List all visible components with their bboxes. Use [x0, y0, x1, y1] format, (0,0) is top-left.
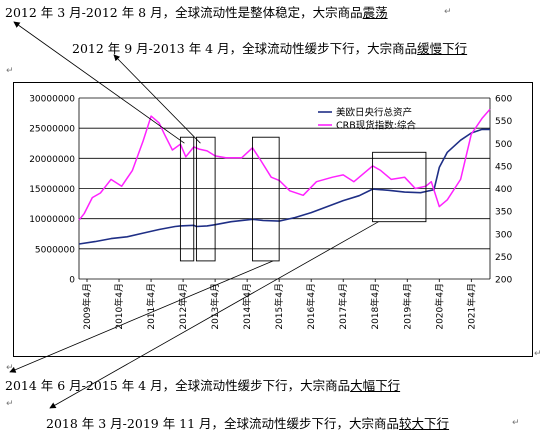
y-left-tick-label: 0: [69, 276, 75, 286]
y-right-tick-label: 350: [495, 208, 512, 218]
paragraph-mark: ↵: [444, 7, 452, 17]
annotation-3-emphasis: 大幅下行: [350, 378, 401, 393]
annotation-arrow: [49, 221, 379, 409]
x-tick-label: 2018年4月: [369, 283, 381, 330]
y-right-tick-label: 250: [495, 253, 512, 263]
highlight-box: [195, 136, 216, 262]
annotation-4: 2018 年 3 月-2019 年 11 月，全球流动性缓步下行，大宗商品较大下…: [46, 416, 449, 432]
y-left-tick-label: 10000000: [29, 215, 75, 225]
annotation-1-text: 2012 年 3 月-2012 年 8 月，全球流动性是整体稳定，大宗商品: [5, 5, 363, 20]
annotation-2-emphasis: 缓慢下行: [417, 41, 468, 56]
y-right-tick-label: 200: [495, 276, 512, 286]
highlight-box: [372, 151, 427, 223]
highlight-box: [252, 136, 280, 262]
y-right-tick-label: 300: [495, 230, 512, 240]
annotation-4-text: 2018 年 3 月-2019 年 11 月，全球流动性缓步下行，大宗商品: [46, 416, 400, 431]
paragraph-mark: ↵: [512, 418, 520, 428]
annotation-2-text: 2012 年 9 月-2013 年 4 月，全球流动性缓步下行，大宗商品: [72, 41, 418, 56]
paragraph-mark: ↵: [6, 399, 14, 409]
x-tick-label: 2016年4月: [305, 283, 317, 330]
highlight-box: [179, 136, 195, 262]
annotation-arrow: [113, 54, 201, 144]
annotation-arrow: [9, 260, 274, 373]
annotation-3: 2014 年 6 月-2015 年 4 月，全球流动性缓步下行，大宗商品大幅下行: [5, 378, 400, 394]
y-left-tick-label: 25000000: [29, 125, 75, 135]
y-left-tick-label: 5000000: [35, 245, 75, 255]
annotation-1-emphasis: 震荡: [362, 5, 388, 20]
paragraph-mark: ↵: [6, 66, 14, 76]
annotation-3-text: 2014 年 6 月-2015 年 4 月，全球流动性缓步下行，大宗商品: [5, 378, 351, 393]
y-left-tick-label: 15000000: [29, 185, 75, 195]
y-right-tick-label: 400: [495, 185, 512, 195]
y-right-tick-label: 500: [495, 140, 512, 150]
annotation-1: 2012 年 3 月-2012 年 8 月，全球流动性是整体稳定，大宗商品震荡: [5, 5, 388, 21]
x-tick-label: 2009年4月: [81, 283, 93, 330]
y-left-tick-label: 20000000: [29, 155, 75, 165]
x-tick-label: 2017年4月: [337, 283, 349, 330]
y-right-tick-label: 600: [495, 95, 512, 105]
legend-label: CRB现货指数:综合: [336, 120, 416, 132]
x-tick-label: 2019年4月: [401, 283, 413, 330]
y-right-tick-label: 450: [495, 162, 512, 172]
x-tick-label: 2021年4月: [465, 283, 477, 330]
x-tick-label: 2014年4月: [241, 283, 253, 330]
series-line-crb-index: [78, 108, 491, 221]
annotation-arrow: [13, 21, 185, 144]
x-tick-label: 2020年4月: [433, 283, 445, 330]
annotation-2: 2012 年 9 月-2013 年 4 月，全球流动性缓步下行，大宗商品缓慢下行: [72, 41, 467, 57]
x-tick-label: 2015年4月: [273, 283, 285, 330]
x-tick-label: 2012年4月: [177, 283, 189, 330]
series-line-central-bank-assets: [78, 128, 490, 245]
legend-label: 美欧日央行总资产: [336, 107, 412, 119]
x-tick-label: 2011年4月: [145, 283, 157, 330]
annotation-4-emphasis: 较大下行: [399, 416, 450, 431]
y-right-tick-label: 550: [495, 117, 512, 127]
paragraph-mark: ↵: [534, 349, 542, 359]
y-left-tick-label: 30000000: [29, 95, 75, 105]
x-tick-label: 2010年4月: [113, 283, 125, 330]
x-tick-label: 2013年4月: [209, 283, 221, 330]
